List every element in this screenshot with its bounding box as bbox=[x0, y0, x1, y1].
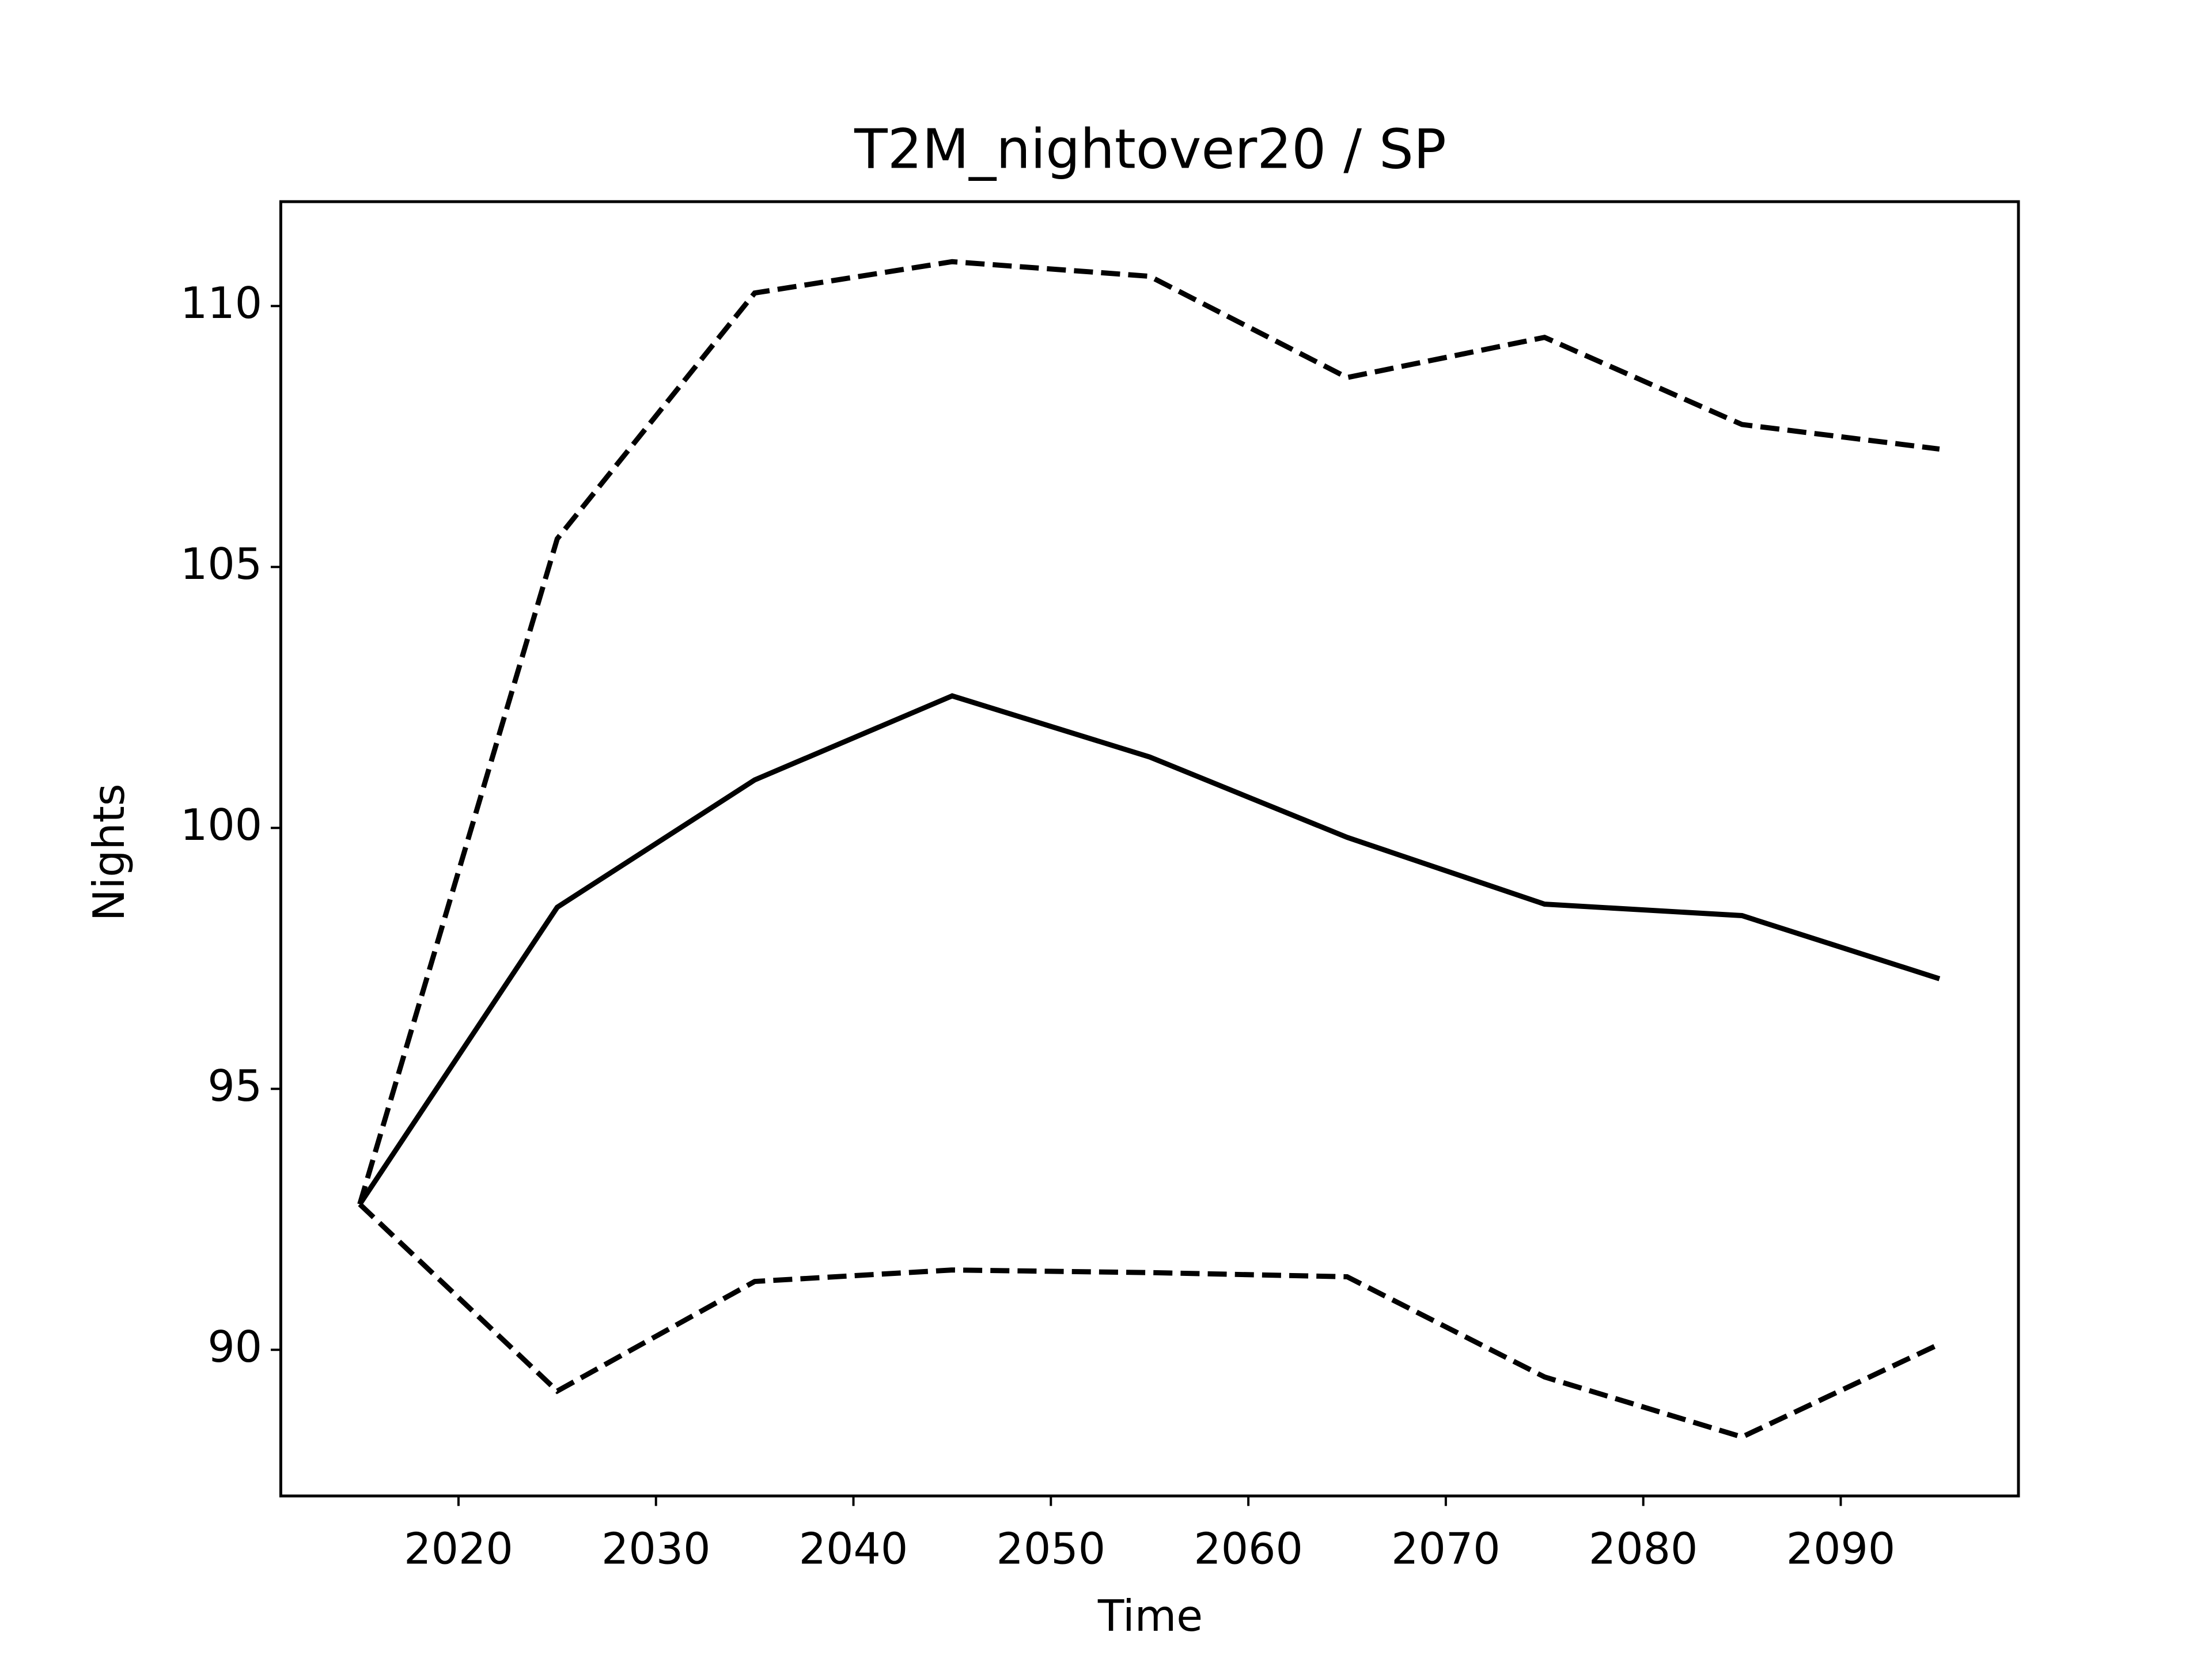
x-tick-label: 2090 bbox=[1786, 1524, 1896, 1574]
x-tick-label: 2040 bbox=[799, 1524, 908, 1574]
line-series bbox=[357, 693, 1941, 1206]
x-tick-label: 2030 bbox=[601, 1524, 711, 1574]
y-tick-label: 95 bbox=[207, 1061, 262, 1111]
y-tick-label: 110 bbox=[180, 278, 262, 328]
y-axis-label: Nights bbox=[84, 783, 134, 921]
y-tick-label: 90 bbox=[207, 1322, 262, 1372]
plot-frame bbox=[279, 200, 2020, 1498]
y-tick-label: 100 bbox=[180, 800, 262, 850]
y-tick-label: 105 bbox=[180, 539, 262, 589]
x-tick-label: 2050 bbox=[997, 1524, 1106, 1574]
x-tick-label: 2020 bbox=[404, 1524, 513, 1574]
chart-title: T2M_nightover20 / SP bbox=[854, 118, 1446, 181]
x-tick-label: 2080 bbox=[1589, 1524, 1698, 1574]
x-tick-label: 2070 bbox=[1391, 1524, 1501, 1574]
line-series bbox=[357, 259, 1940, 1205]
x-axis-label: Time bbox=[1097, 1591, 1203, 1641]
line-series bbox=[358, 1202, 1941, 1440]
x-tick-label: 2060 bbox=[1194, 1524, 1303, 1574]
